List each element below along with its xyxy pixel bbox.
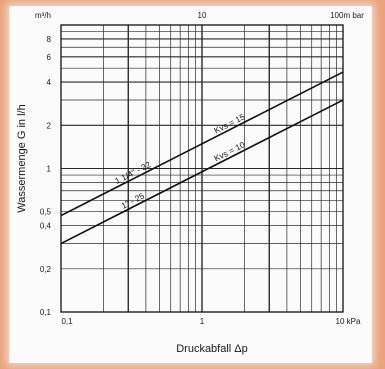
y-tick-label: 4 bbox=[47, 78, 52, 87]
y-tick-label: 0,2 bbox=[40, 265, 52, 274]
plot-border bbox=[60, 24, 344, 313]
y-tick-label: 0,5 bbox=[40, 208, 52, 217]
series-lines bbox=[60, 71, 344, 245]
y-axis-label: Wassermenge G in l/h bbox=[16, 104, 28, 212]
x-tick-label: 10 kPa bbox=[336, 317, 361, 326]
grid bbox=[61, 25, 343, 312]
y-tick-label: 1 bbox=[47, 165, 52, 174]
y-tick-label: 0,1 bbox=[40, 308, 52, 317]
y-tick-label: 2 bbox=[47, 121, 52, 130]
y-tick-label: 6 bbox=[47, 53, 52, 62]
y-tick-label: 0,4 bbox=[40, 222, 52, 231]
plot-frame bbox=[60, 24, 344, 313]
y-tick-label: 8 bbox=[47, 35, 52, 44]
x-top-tick-label: 10 bbox=[198, 11, 207, 20]
x-tick-label: 1 bbox=[200, 317, 205, 326]
x-top-tick-label: 100m bar bbox=[330, 11, 364, 20]
x-axis-label: Druckabfall Δp bbox=[176, 343, 248, 355]
x-tick-label: 0,1 bbox=[61, 317, 73, 326]
chart-card: 1 1/4" - 32 Kvs = 15 1" - 25 Kvs = 10 0,1 0,2… bbox=[9, 6, 372, 363]
y-tick-label: m³/h bbox=[35, 11, 51, 20]
series-line bbox=[60, 71, 344, 217]
series-line bbox=[60, 99, 344, 245]
